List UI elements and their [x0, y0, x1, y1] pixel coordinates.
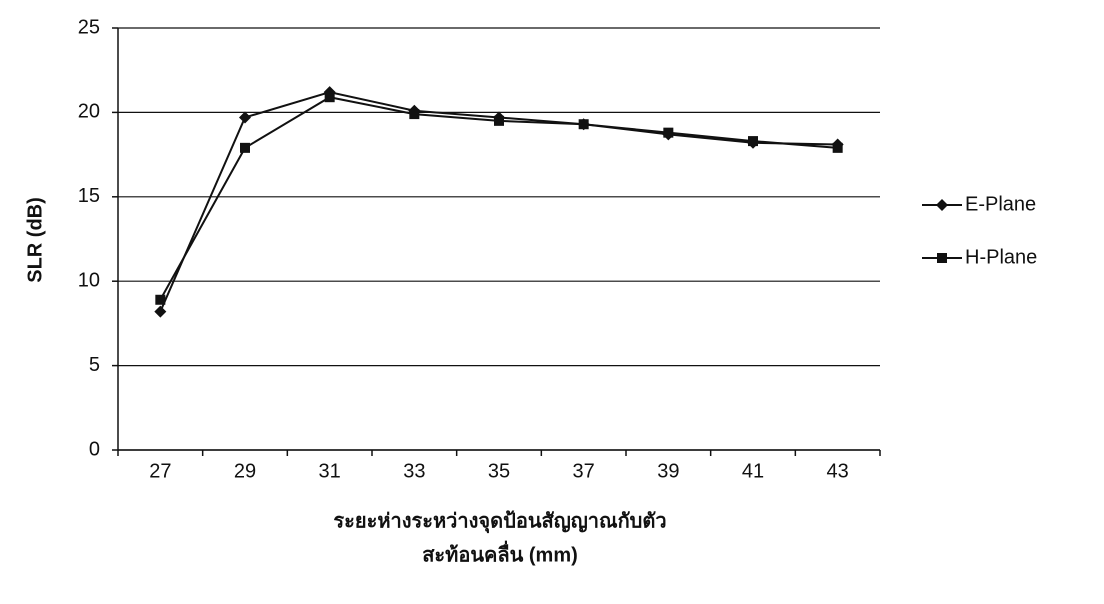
- marker: [239, 111, 251, 124]
- marker: [748, 136, 758, 147]
- y-tick-label: 20: [78, 101, 100, 123]
- marker: [324, 92, 335, 103]
- x-axis-title: สะท้อนคลื่น (mm): [422, 539, 578, 566]
- x-axis-title: ระยะห่างระหว่างจุดป้อนสัญญาณกับตัว: [333, 509, 666, 533]
- x-tick-label: 27: [149, 460, 171, 482]
- marker: [240, 142, 250, 153]
- marker: [832, 142, 843, 153]
- y-tick-label: 25: [78, 16, 100, 38]
- x-tick-label: 33: [403, 460, 425, 482]
- y-tick-label: 0: [89, 438, 100, 460]
- legend-label: H-Plane: [965, 246, 1037, 268]
- series-line: [159, 96, 838, 301]
- x-tick-label: 41: [742, 460, 764, 482]
- y-tick-label: 5: [89, 354, 100, 376]
- marker: [663, 127, 674, 138]
- x-tick-label: 31: [319, 460, 341, 482]
- marker: [154, 305, 167, 318]
- legend-label: E-Plane: [965, 193, 1036, 215]
- marker: [155, 294, 166, 305]
- x-tick-label: 39: [657, 460, 679, 482]
- y-tick-label: 15: [78, 185, 100, 207]
- y-axis-title: SLR (dB): [24, 197, 46, 283]
- legend-marker: [937, 253, 947, 263]
- x-tick-label: 35: [488, 460, 510, 482]
- legend-marker: [936, 199, 948, 211]
- y-tick-label: 10: [78, 269, 100, 291]
- x-tick-label: 43: [827, 460, 849, 482]
- marker: [494, 115, 504, 126]
- marker: [578, 119, 589, 130]
- marker: [409, 109, 420, 120]
- x-tick-label: 37: [573, 460, 595, 482]
- x-tick-label: 29: [234, 460, 256, 482]
